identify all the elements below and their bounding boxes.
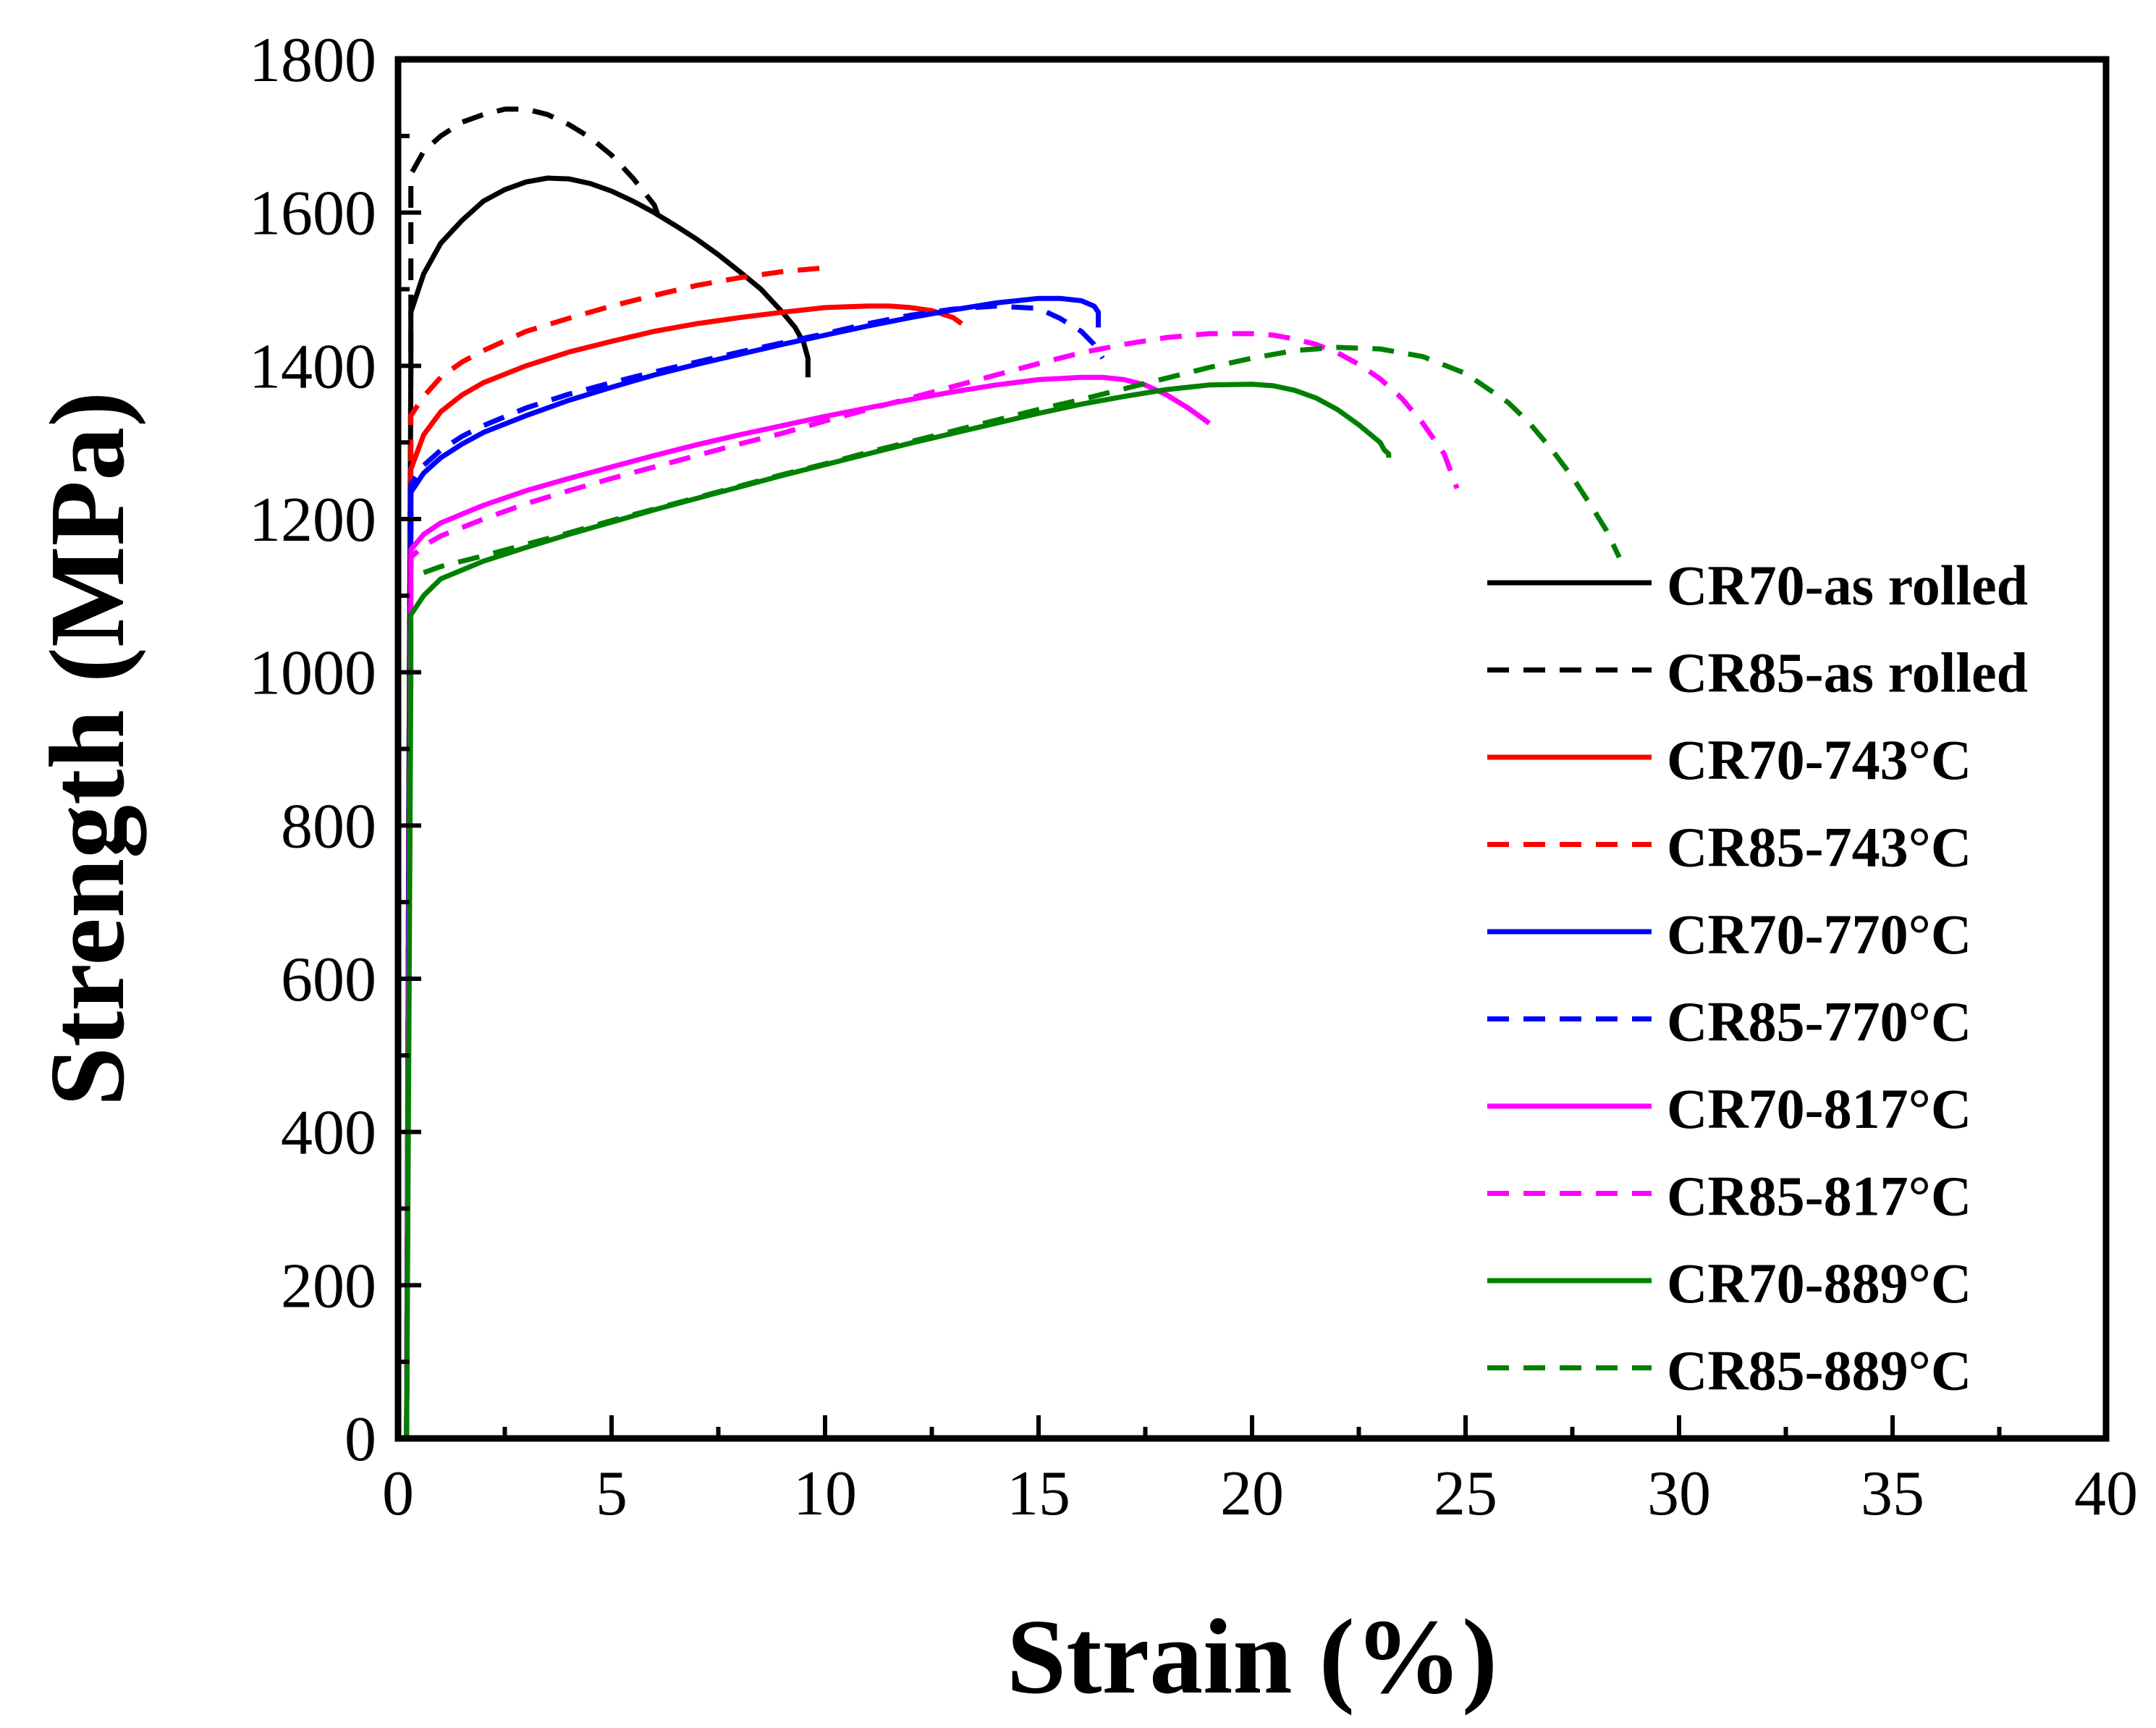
- y-tick-label: 800: [281, 791, 376, 861]
- legend: CR70-as rolled CR85-as rolled CR70-743°C CR…: [1487, 554, 2028, 1402]
- series-line-4: [404, 295, 1102, 1439]
- y-tick-label: 0: [344, 1404, 376, 1475]
- x-tick-label: 25: [1434, 1459, 1497, 1529]
- legend-label-0: CR70-as rolled: [1667, 554, 2028, 617]
- x-tick-label: 10: [793, 1459, 857, 1529]
- legend-label-4: CR70-770°C: [1667, 903, 1971, 966]
- series-line-5: [404, 303, 1105, 1439]
- y-tick-label: 1200: [249, 485, 376, 555]
- x-tick-label: 5: [596, 1459, 627, 1529]
- y-axis-title: Strength (MPa): [28, 392, 147, 1107]
- x-tick-label: 40: [2074, 1459, 2138, 1529]
- x-tick-label: 30: [1647, 1459, 1711, 1529]
- y-tick-label: 1400: [249, 332, 376, 402]
- y-tick-label: 600: [281, 945, 376, 1015]
- legend-label-3: CR85-743°C: [1667, 816, 1971, 879]
- legend-label-2: CR70-743°C: [1667, 728, 1971, 791]
- x-axis-title: Strain (%): [1007, 1598, 1497, 1716]
- x-tick-label: 35: [1861, 1459, 1924, 1529]
- x-tick-label: 15: [1007, 1459, 1070, 1529]
- y-tick-label: 1600: [249, 179, 376, 249]
- series-layer: [404, 106, 1622, 1439]
- series-line-6: [404, 374, 1212, 1439]
- x-axis: 0 5 10 15 20 25 30 35 40: [382, 1415, 2138, 1529]
- legend-label-9: CR85-889°C: [1667, 1339, 1971, 1402]
- legend-label-1: CR85-as rolled: [1667, 641, 2028, 704]
- x-tick-label: 20: [1220, 1459, 1284, 1529]
- y-tick-label: 200: [281, 1251, 376, 1321]
- legend-label-8: CR70-889°C: [1667, 1252, 1971, 1315]
- y-tick-label: 400: [281, 1098, 376, 1168]
- y-tick-label: 1000: [249, 638, 376, 709]
- legend-label-7: CR85-817°C: [1667, 1165, 1971, 1228]
- legend-label-6: CR70-817°C: [1667, 1077, 1971, 1140]
- series-line-0: [404, 175, 811, 1439]
- y-axis: 0 200 400 600 800 1000 1200 1400 1600 1800: [249, 25, 421, 1475]
- legend-label-5: CR85-770°C: [1667, 990, 1971, 1053]
- series-line-2: [404, 303, 963, 1439]
- x-tick-label: 0: [382, 1459, 414, 1529]
- y-tick-label: 1800: [249, 25, 376, 96]
- series-line-7: [404, 331, 1460, 1439]
- series-line-1: [404, 106, 665, 1439]
